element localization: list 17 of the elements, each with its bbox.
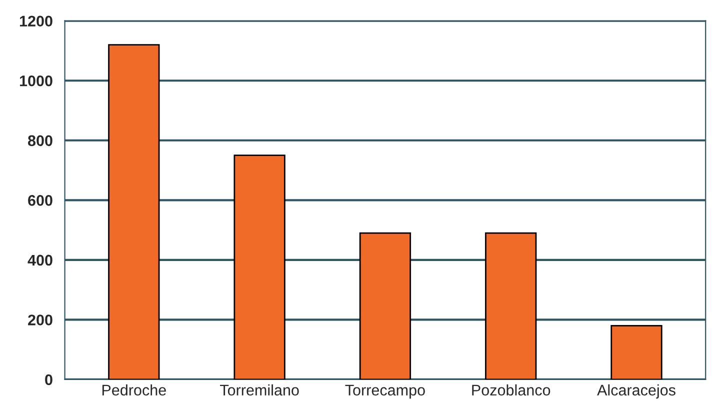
x-tick-label: Alcaracejos: [597, 384, 676, 399]
y-tick-label: 600: [28, 195, 52, 206]
x-tick-label: Torrecampo: [345, 384, 425, 399]
bar: [108, 44, 160, 380]
y-tick-label: 1200: [20, 16, 52, 27]
y-tick-label: 0: [45, 374, 52, 386]
x-tick-label: Pedroche: [102, 384, 166, 396]
y-tick-label: 200: [28, 314, 52, 326]
x-tick-label: Pozoblanco: [472, 384, 550, 396]
bar: [359, 232, 412, 380]
bar: [234, 154, 286, 380]
y-tick-label: 800: [28, 135, 52, 146]
y-tick-label: 1000: [20, 75, 52, 86]
y-tick-label: 400: [28, 254, 52, 266]
bar: [485, 232, 537, 380]
bar: [610, 324, 662, 380]
x-tick-label: Torremilano: [220, 384, 299, 396]
